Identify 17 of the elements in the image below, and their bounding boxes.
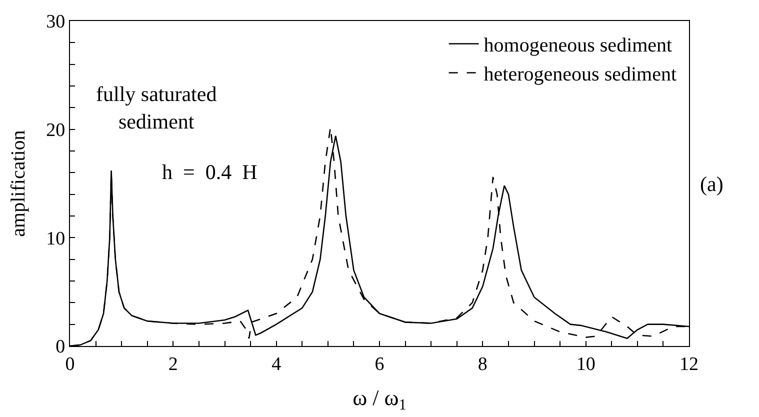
x-tick-label: 6 [374, 354, 384, 375]
y-axis-title: amplification [8, 130, 30, 237]
x-tick-label: 10 [576, 354, 596, 375]
annotation: h = 0.4 H [162, 160, 258, 184]
annotation: fully saturated sediment [96, 82, 218, 134]
y-tick-label: 0 [56, 336, 66, 358]
legend-label: homogeneous sediment [484, 34, 673, 57]
y-tick-label: 10 [46, 228, 66, 250]
y-tick-label: 30 [46, 12, 66, 33]
x-axis-title: ω / ω$_{1}$ [352, 384, 406, 414]
x-tick-label: 12 [680, 354, 698, 375]
legend-label: heterogeneous sediment [484, 64, 677, 86]
y-tick-label: 20 [46, 120, 66, 141]
x-tick-label: 8 [478, 354, 488, 375]
text: (a) [700, 172, 724, 196]
x-tick-label: 2 [168, 354, 178, 375]
x-tick-label: 4 [272, 354, 282, 375]
